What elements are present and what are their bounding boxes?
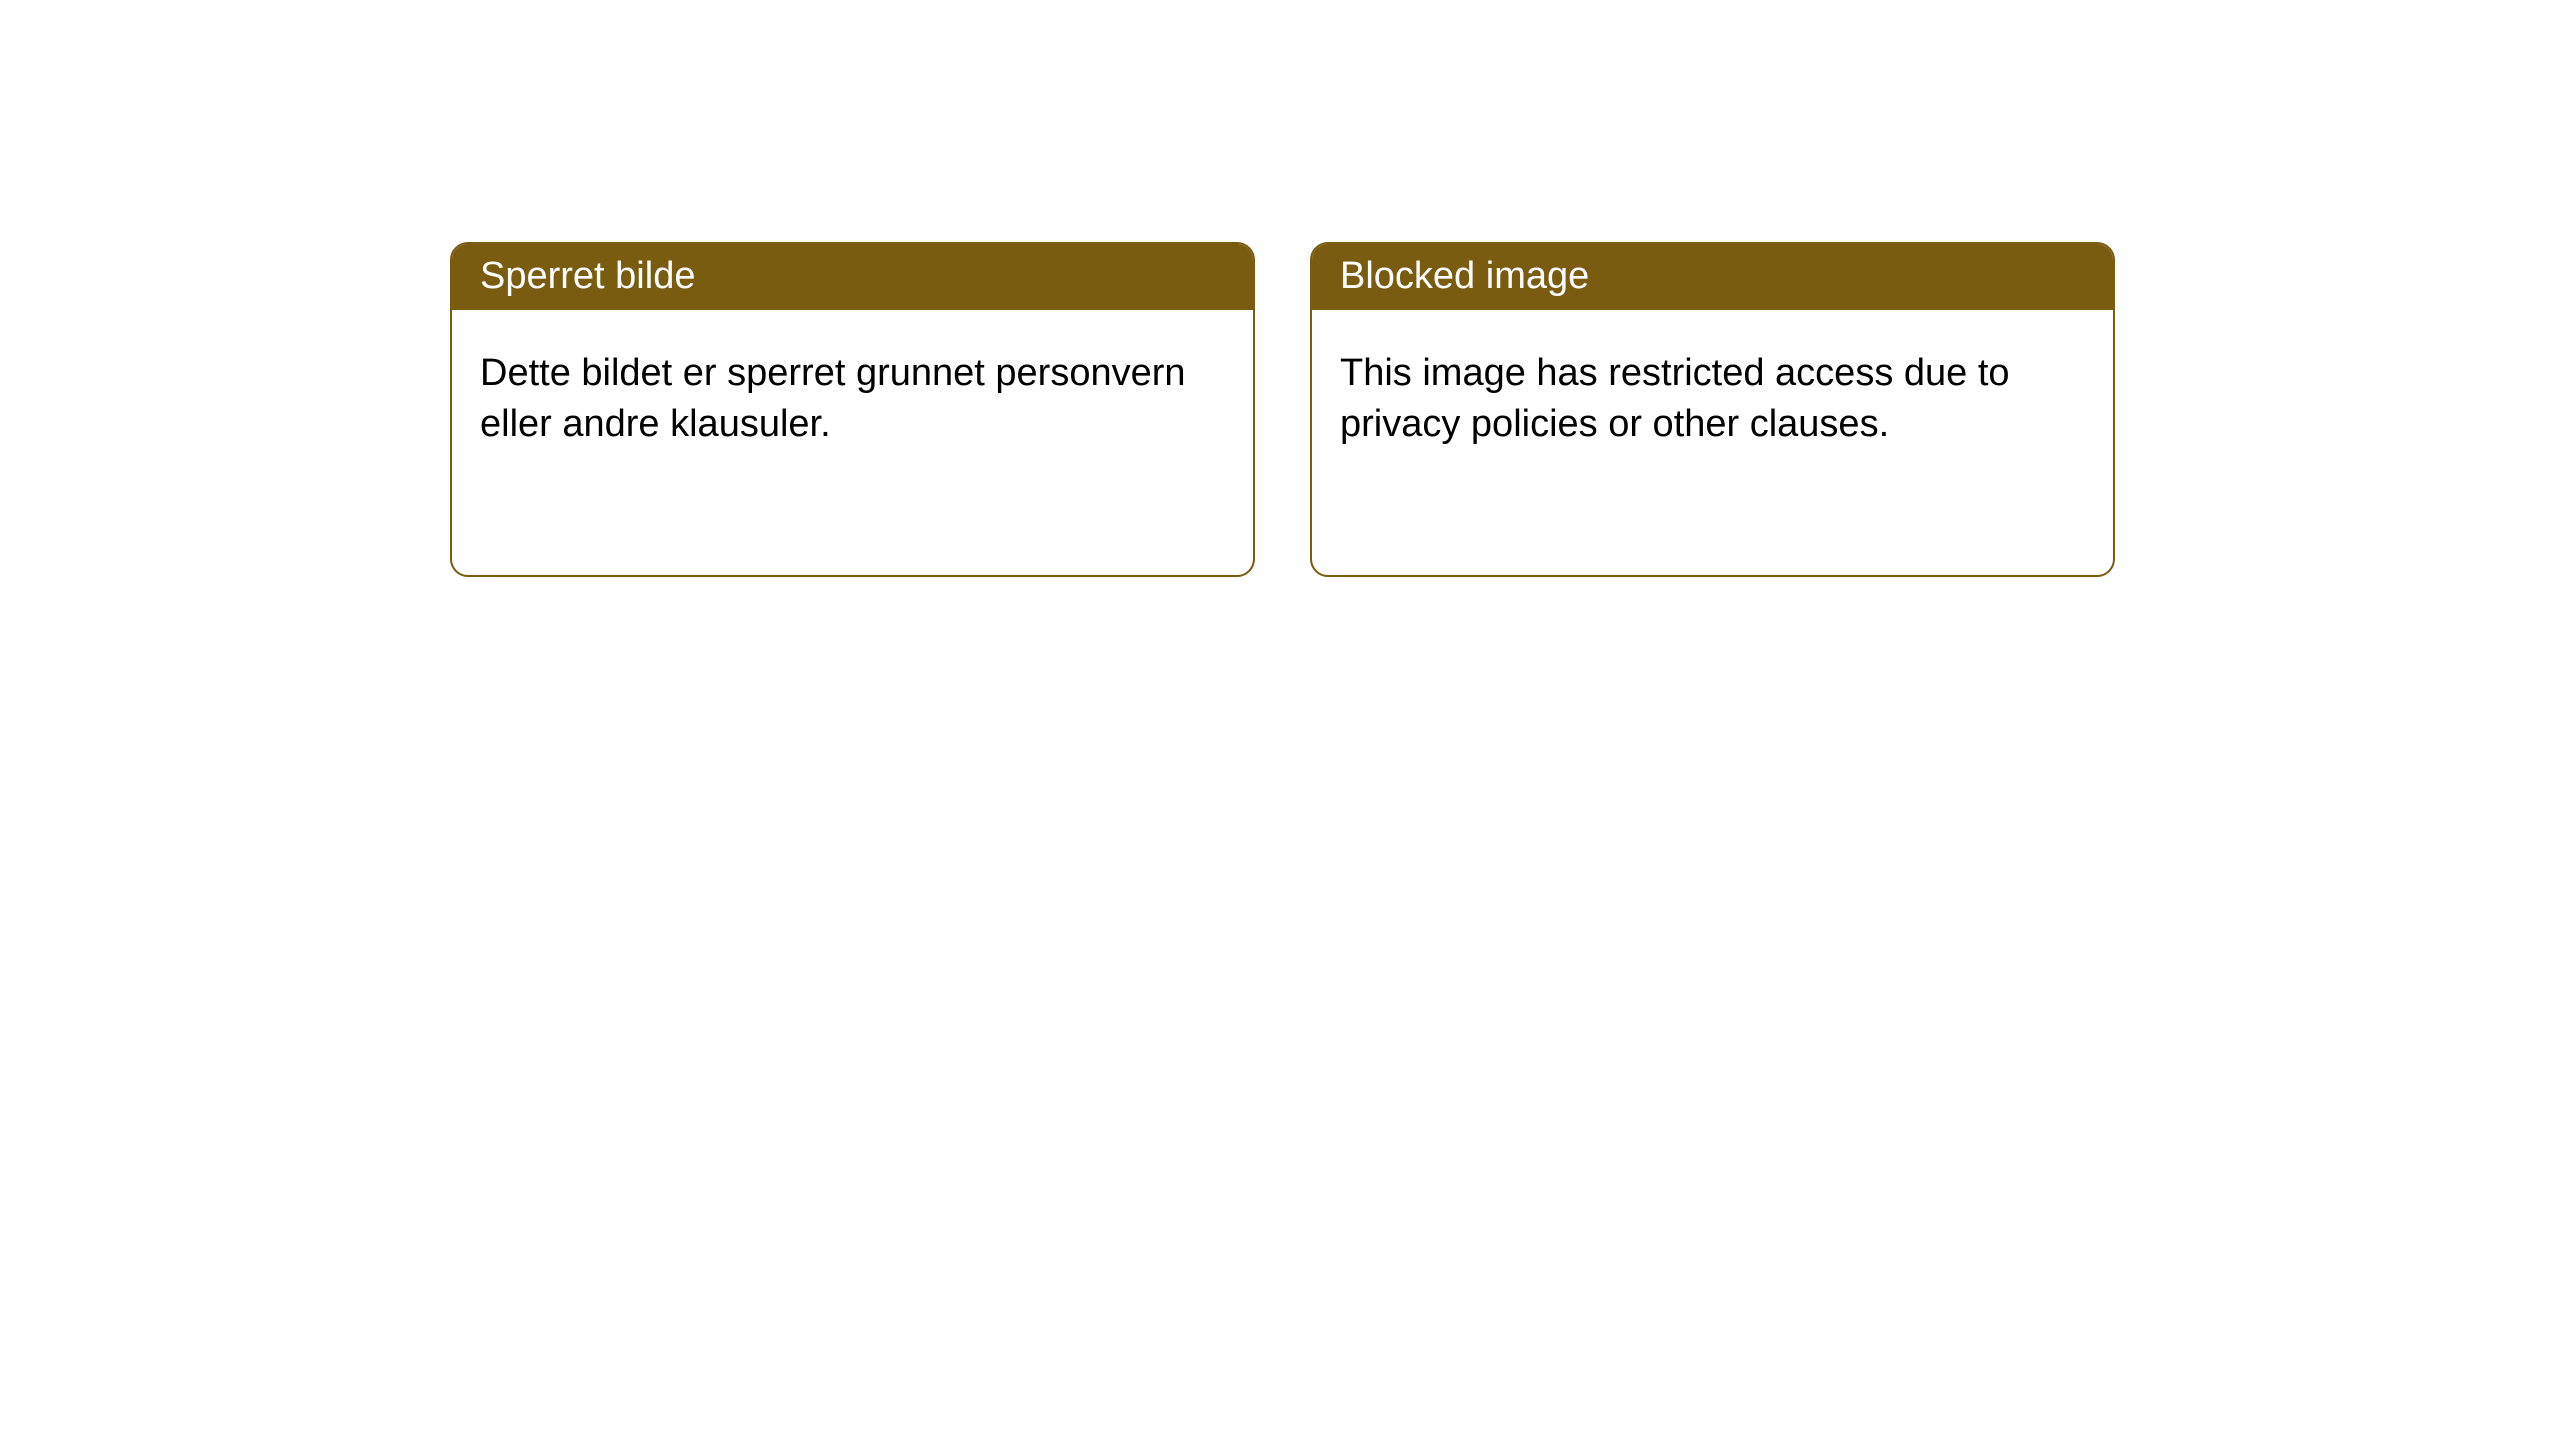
card-body-en: This image has restricted access due to … xyxy=(1312,310,2113,489)
card-header-no: Sperret bilde xyxy=(452,244,1253,310)
card-header-en: Blocked image xyxy=(1312,244,2113,310)
card-body-no: Dette bildet er sperret grunnet personve… xyxy=(452,310,1253,489)
notice-container: Sperret bilde Dette bildet er sperret gr… xyxy=(0,0,2560,577)
blocked-image-card-no: Sperret bilde Dette bildet er sperret gr… xyxy=(450,242,1255,577)
blocked-image-card-en: Blocked image This image has restricted … xyxy=(1310,242,2115,577)
